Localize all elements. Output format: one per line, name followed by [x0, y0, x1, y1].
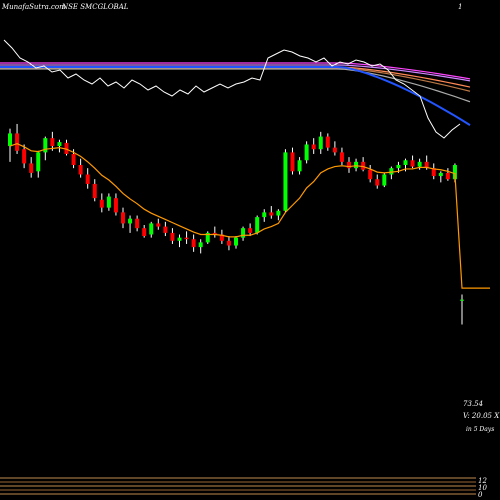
- candle-body: [15, 133, 20, 151]
- candle-body: [121, 212, 125, 224]
- candle-body: [142, 228, 147, 237]
- ema-line: [9, 143, 490, 289]
- candle-body: [339, 152, 344, 162]
- site-watermark: MunafaSutra.com: [1, 3, 66, 11]
- candle-body: [403, 160, 408, 165]
- volume-readout: V: 20.05 X: [463, 412, 500, 420]
- candle-body: [8, 133, 12, 147]
- candle-body: [460, 299, 464, 301]
- candle-body: [332, 147, 337, 153]
- candle-body: [241, 228, 246, 238]
- candle-body: [375, 179, 380, 186]
- moving-average-line: [0, 66, 471, 126]
- moving-average-line: [0, 64, 471, 82]
- candle-body: [389, 168, 394, 175]
- moving-average-line: [0, 62, 471, 80]
- candle-body: [128, 218, 133, 224]
- bottom-volume-lines: [0, 477, 476, 495]
- candle-body: [304, 144, 309, 161]
- candle-body: [156, 223, 161, 227]
- candle-body: [71, 153, 76, 165]
- candle-body: [57, 142, 62, 147]
- bottom-tick-label: 12: [478, 477, 487, 485]
- period-readout: in 5 Days: [466, 426, 494, 433]
- candle-body: [170, 232, 175, 241]
- candle-body: [431, 168, 436, 177]
- candle-body: [50, 138, 55, 147]
- candle-body: [410, 160, 415, 167]
- candle-body: [85, 174, 90, 184]
- candle-body: [226, 240, 231, 246]
- candle-body: [311, 144, 316, 150]
- candle-body: [248, 228, 253, 233]
- candle-body: [445, 172, 450, 180]
- candle-body: [106, 196, 111, 208]
- candle-body: [198, 242, 203, 248]
- candle-body: [290, 152, 295, 172]
- candle-body: [262, 212, 267, 218]
- candle-body: [347, 161, 351, 169]
- moving-average-line: [0, 68, 471, 103]
- candle-body: [255, 217, 260, 233]
- candle-body: [438, 172, 443, 177]
- candle-body: [424, 161, 429, 169]
- symbol-label: NSE SMCGLOBAL: [61, 3, 129, 11]
- candle-body: [184, 237, 189, 240]
- candle-body: [452, 165, 457, 180]
- last-price-readout: 73.54: [463, 400, 483, 408]
- candle-body: [92, 183, 97, 199]
- candle-body: [234, 237, 238, 246]
- candle-body: [368, 169, 373, 180]
- candle-body: [297, 160, 302, 172]
- page-marker: 1: [458, 3, 462, 11]
- oscillator-line: [3, 39, 461, 139]
- candle-body: [22, 149, 27, 164]
- candle-body: [43, 138, 48, 153]
- candle-body: [36, 152, 41, 172]
- moving-average-lines: [0, 62, 471, 126]
- candle-body: [135, 218, 140, 229]
- candle-body: [78, 165, 83, 175]
- candle-body: [396, 165, 401, 169]
- bottom-tick-label: 0: [478, 491, 483, 499]
- bottom-tick-label: 10: [478, 484, 487, 492]
- candle-body: [113, 198, 118, 213]
- candle-body: [417, 161, 422, 167]
- candle-body: [361, 161, 366, 170]
- candle-body: [354, 161, 359, 169]
- candle-body: [177, 237, 182, 241]
- candle-body: [205, 232, 210, 243]
- candle-body: [318, 136, 323, 150]
- candle-body: [149, 223, 154, 235]
- indicator-oscillator: [3, 39, 461, 139]
- candle-body: [29, 163, 34, 173]
- candle-body: [283, 152, 288, 211]
- ema-short-line: [9, 143, 490, 289]
- candle-body: [276, 210, 281, 216]
- candle-body: [99, 199, 104, 208]
- candle-body: [191, 239, 196, 248]
- candles: [8, 123, 464, 325]
- candle-body: [325, 136, 330, 148]
- candle-body: [219, 234, 224, 241]
- candle-body: [382, 174, 387, 186]
- candle-body: [163, 226, 168, 233]
- candle-body: [212, 232, 217, 235]
- candle-body: [269, 212, 274, 216]
- candle-body: [64, 142, 69, 154]
